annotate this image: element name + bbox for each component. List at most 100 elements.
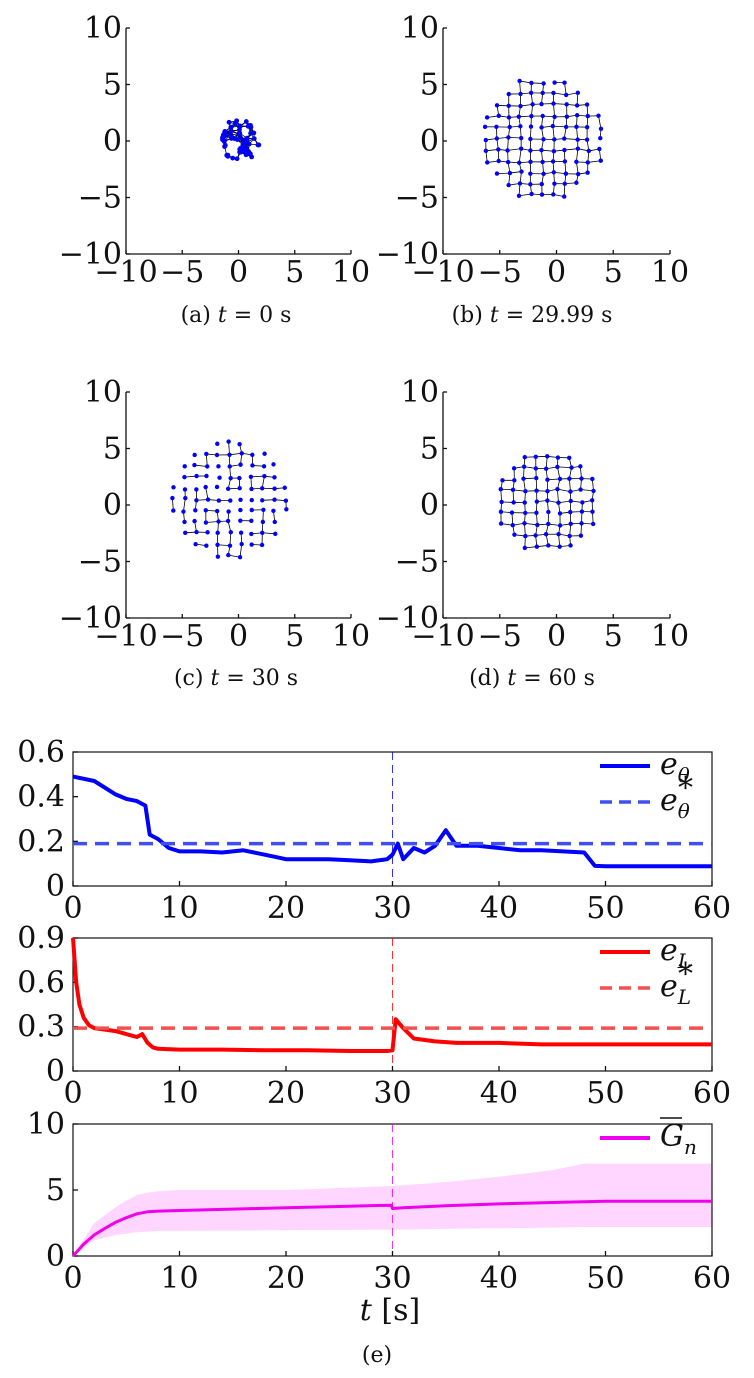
y-tick-label: 5 xyxy=(103,432,122,467)
agent-point xyxy=(215,530,220,536)
legend-label: eθ xyxy=(660,747,690,787)
agent-point xyxy=(237,555,243,560)
agent-point xyxy=(182,464,187,469)
agent-point xyxy=(562,80,567,85)
agent-point xyxy=(568,498,573,504)
agent-point xyxy=(516,114,522,119)
agent-point xyxy=(598,126,604,132)
y-tick-label: −5 xyxy=(395,181,439,216)
agent-point xyxy=(562,159,568,164)
formation-link xyxy=(564,148,578,151)
panel-e3-average-degree: 0 5 10 0 10 20 30 40 50 60 Gn xyxy=(27,1107,731,1296)
agent-point xyxy=(506,103,511,109)
x-tick-label: 0 xyxy=(63,891,82,926)
agent-point xyxy=(534,544,540,549)
agent-point xyxy=(192,452,197,458)
agent-point xyxy=(170,495,175,501)
agent-point xyxy=(551,101,556,106)
agent-point xyxy=(596,113,601,118)
agent-point xyxy=(215,542,220,547)
agent-point xyxy=(518,124,523,129)
caption-a: (a) t = 0 s xyxy=(181,303,292,328)
formation-link xyxy=(598,115,602,129)
agent-point xyxy=(220,135,225,141)
agent-point xyxy=(563,124,569,130)
agent-point xyxy=(272,519,277,525)
legend-label: eL xyxy=(660,933,691,973)
agent-point xyxy=(568,489,573,494)
x-tick-label: −10 xyxy=(411,619,474,654)
agent-point xyxy=(506,91,511,97)
agent-point xyxy=(222,142,228,148)
agent-point xyxy=(567,533,572,539)
agent-point xyxy=(540,113,545,119)
agent-point xyxy=(230,155,236,161)
agent-point xyxy=(568,543,573,548)
agent-point xyxy=(550,159,556,164)
agent-point xyxy=(262,473,267,479)
agent-point xyxy=(528,182,533,187)
agent-point xyxy=(517,160,522,165)
formation-link xyxy=(229,532,232,546)
agent-point xyxy=(194,498,199,503)
agent-point xyxy=(194,529,199,535)
agent-point xyxy=(237,127,242,133)
y-tick-label: 0.6 xyxy=(17,965,65,1000)
agent-point xyxy=(576,171,581,177)
agent-point xyxy=(500,478,505,483)
agent-point xyxy=(183,495,188,501)
agent-point xyxy=(575,146,581,151)
agent-point xyxy=(516,193,522,198)
figure-caption: (e) xyxy=(362,1343,392,1368)
y-tick-label: 0.9 xyxy=(17,921,65,956)
legend-superscript: * xyxy=(678,957,693,992)
agent-point xyxy=(563,92,569,98)
y-tick-label: 0 xyxy=(46,1054,65,1089)
agent-point xyxy=(203,484,208,490)
legend-label: eθ xyxy=(660,783,690,823)
agent-point xyxy=(510,487,516,493)
y-tick-label: 10 xyxy=(84,375,122,410)
x-tick-label: 0 xyxy=(547,255,566,290)
agent-point xyxy=(482,124,488,129)
x-tick-label: 10 xyxy=(160,1261,198,1296)
agent-point xyxy=(214,508,220,514)
agent-point xyxy=(182,519,187,525)
agent-point xyxy=(272,475,277,480)
formation-link xyxy=(553,103,555,117)
y-tick-label: 0 xyxy=(420,488,439,523)
agent-point xyxy=(203,508,208,513)
agent-point xyxy=(533,533,538,538)
y-tick-label: 10 xyxy=(27,1107,65,1142)
agent-point xyxy=(272,497,277,502)
agent-point xyxy=(518,135,524,141)
formation-link xyxy=(518,148,522,163)
agent-point xyxy=(494,136,500,141)
x-tick-label: 50 xyxy=(586,1261,624,1296)
agent-point xyxy=(272,486,277,491)
legend-subscript: L xyxy=(677,985,691,1009)
x-tick-label: 40 xyxy=(480,1261,518,1296)
legend-symbol: e xyxy=(660,969,678,1004)
agent-point xyxy=(496,147,501,152)
formation-link xyxy=(576,148,579,162)
agent-point xyxy=(567,476,572,481)
x-tick-label: −10 xyxy=(94,255,157,290)
agent-point xyxy=(543,532,549,537)
agent-point xyxy=(529,113,534,119)
agent-point xyxy=(228,530,234,535)
y-tick-label: 0 xyxy=(420,124,439,159)
formation-link xyxy=(564,138,578,140)
agent-point xyxy=(271,462,276,467)
y-tick-label: 5 xyxy=(46,1173,65,1208)
agent-point xyxy=(528,90,534,96)
agent-point xyxy=(523,488,528,494)
legend-superscript: * xyxy=(678,771,693,806)
agent-point xyxy=(512,478,517,483)
agent-point xyxy=(228,498,233,503)
agent-point xyxy=(238,497,243,502)
y-tick-label: −10 xyxy=(376,237,439,272)
agent-point xyxy=(585,160,591,165)
agent-point xyxy=(522,500,527,505)
